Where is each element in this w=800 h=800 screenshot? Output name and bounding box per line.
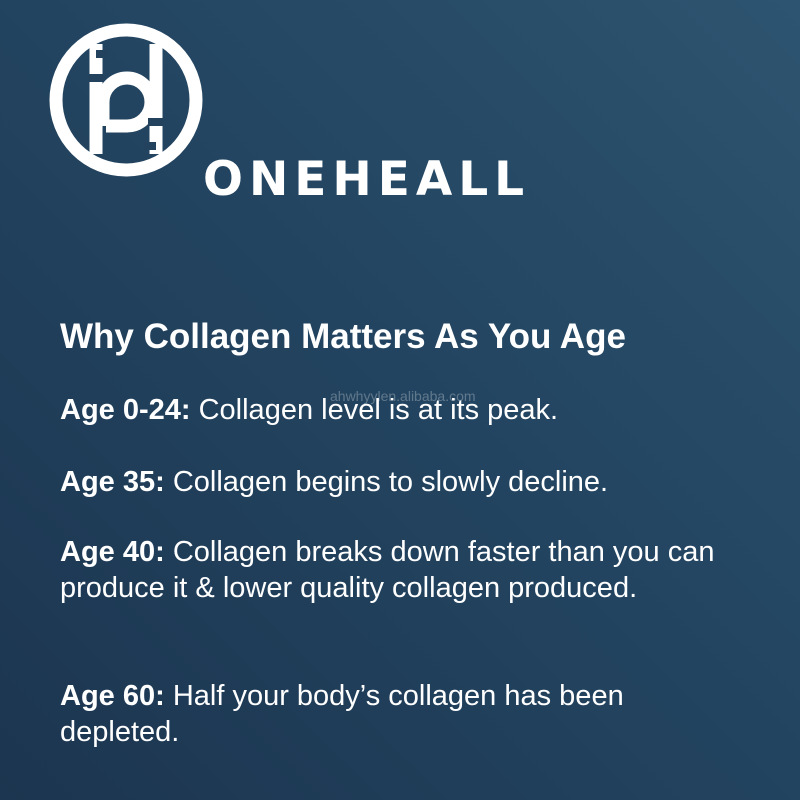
list-item: Age 35: Collagen begins to slowly declin…: [60, 465, 780, 501]
list-item: Age 0-24: Collagen level is at its peak.: [60, 393, 780, 429]
item-text: Collagen level is at its peak.: [190, 394, 559, 426]
item-text: Collagen begins to slowly decline.: [164, 466, 609, 498]
list-item: Age 40: Collagen breaks down faster than…: [60, 535, 740, 606]
page-title: Why Collagen Matters As You Age: [60, 317, 626, 356]
item-label: Age 40:: [60, 536, 165, 568]
item-label: Age 0-24:: [60, 394, 191, 426]
item-label: Age 60:: [60, 680, 165, 712]
item-label: Age 35:: [60, 466, 165, 498]
brand-logo-icon: [49, 23, 203, 177]
list-item: Age 60: Half your body’s collagen has be…: [60, 679, 700, 750]
item-text: Half your body’s collagen has been deple…: [60, 680, 624, 748]
watermark: ahwhyylen.alibaba.com: [330, 388, 476, 404]
item-text: Collagen breaks down faster than you can…: [60, 536, 715, 604]
brand-wordmark: ONEHEALL: [203, 152, 531, 207]
